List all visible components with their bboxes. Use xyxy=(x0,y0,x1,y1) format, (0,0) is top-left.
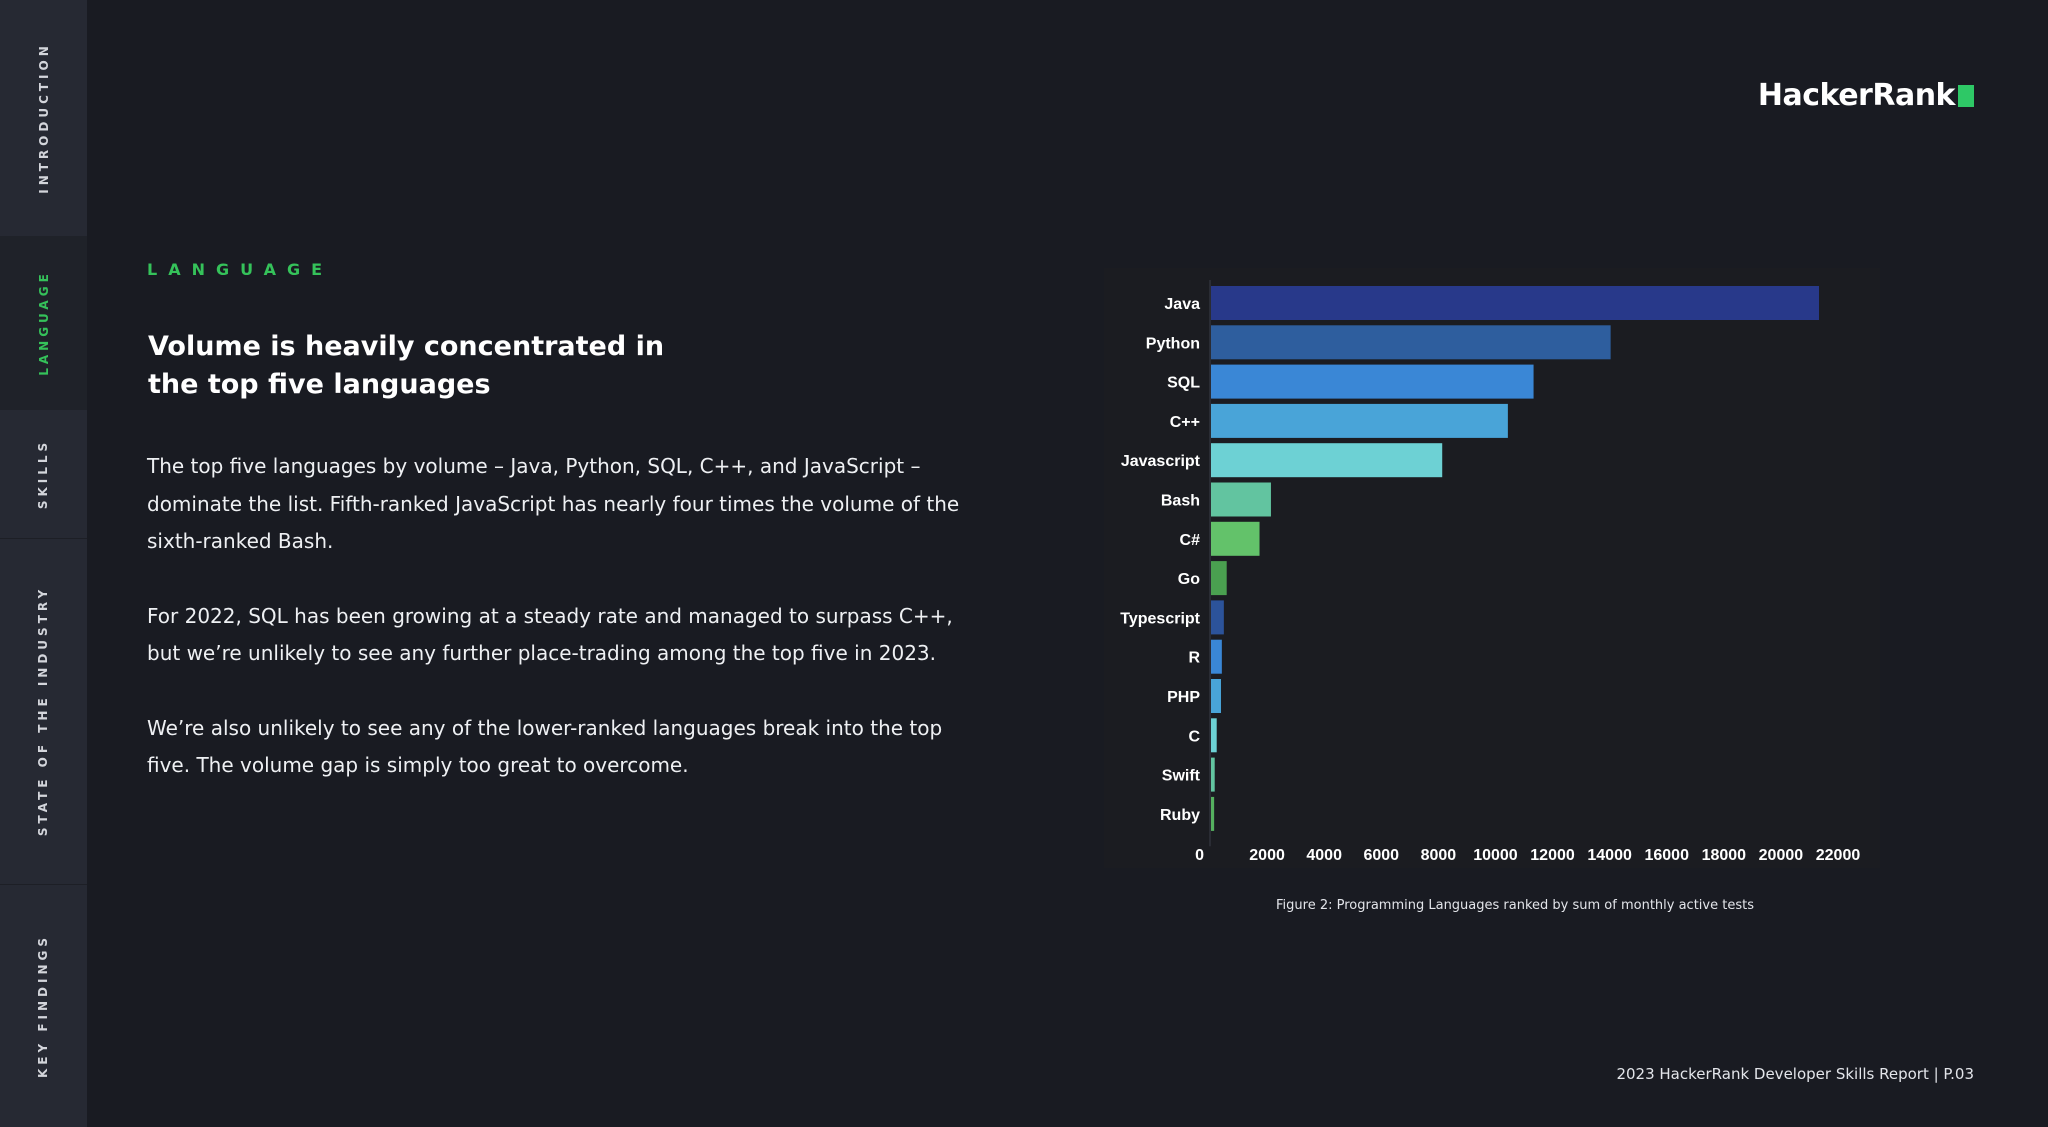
category-label: C# xyxy=(1180,532,1201,549)
x-tick-label: 0 xyxy=(1195,847,1204,864)
category-label: C xyxy=(1188,728,1200,745)
bar-typescript xyxy=(1211,600,1224,635)
bar-go xyxy=(1211,561,1227,596)
x-tick-label: 20000 xyxy=(1759,847,1804,864)
bar-c- xyxy=(1211,403,1508,438)
section-label: LANGUAGE xyxy=(147,260,334,279)
chart-x-tick-labels: 0 2000 4000 6000 8000 10000 12000 14000 16000 180… xyxy=(1195,847,1860,864)
x-tick-label: 22000 xyxy=(1816,847,1861,864)
x-tick-label: 10000 xyxy=(1473,847,1518,864)
chart-category-labels: Java Python SQL C++ Javascript Bash C# Go Typesc… xyxy=(1120,296,1200,824)
bar-python xyxy=(1211,325,1611,360)
x-tick-label: 4000 xyxy=(1306,847,1342,864)
nav-tab-skills[interactable]: SKILLS xyxy=(0,410,87,539)
nav-label-key-findings: KEY FINDINGS xyxy=(36,933,51,1078)
category-label: PHP xyxy=(1167,689,1200,706)
bar-c- xyxy=(1211,521,1260,556)
category-label: SQL xyxy=(1167,375,1200,392)
paragraph-1: The top five languages by volume – Java,… xyxy=(147,454,960,553)
sidebar-nav: INTRODUCTION LANGUAGE SKILLS STATE OF TH… xyxy=(0,0,87,1127)
paragraph-3: We’re also unlikely to see any of the lo… xyxy=(147,715,943,778)
bar-r xyxy=(1211,639,1222,674)
logo-box-icon xyxy=(1958,84,1974,107)
nav-tab-key-findings[interactable]: KEY FINDINGS xyxy=(0,884,87,1127)
category-label: Python xyxy=(1146,335,1200,352)
nav-tab-language[interactable]: LANGUAGE xyxy=(0,236,87,410)
bar-javascript xyxy=(1211,443,1443,478)
x-tick-label: 12000 xyxy=(1530,847,1575,864)
nav-label-state-of-the-industry: STATE OF THE INDUSTRY xyxy=(36,585,51,837)
chart-caption: Figure 2: Programming Languages ranked b… xyxy=(1276,898,1754,913)
category-label: Swift xyxy=(1162,768,1201,785)
category-label: Typescript xyxy=(1120,610,1200,627)
bar-swift xyxy=(1211,757,1215,792)
logo-text: HackerRank xyxy=(1757,78,1956,113)
nav-label-language: LANGUAGE xyxy=(36,270,51,376)
x-tick-label: 14000 xyxy=(1587,847,1632,864)
bar-bash xyxy=(1211,482,1271,517)
x-tick-label: 2000 xyxy=(1249,847,1285,864)
category-label: C++ xyxy=(1170,414,1200,431)
x-tick-label: 8000 xyxy=(1421,847,1457,864)
body-text: The top five languages by volume – Java,… xyxy=(147,448,967,822)
nav-tab-state-of-the-industry[interactable]: STATE OF THE INDUSTRY xyxy=(0,538,87,885)
x-tick-label: 6000 xyxy=(1363,847,1399,864)
page-headline: Volume is heavily concentrated in the to… xyxy=(148,331,665,400)
bar-java xyxy=(1211,286,1820,320)
x-tick-label: 18000 xyxy=(1702,847,1747,864)
category-label: Javascript xyxy=(1121,453,1201,470)
bar-ruby xyxy=(1211,796,1215,831)
nav-label-introduction: INTRODUCTION xyxy=(36,42,51,194)
chart-bars xyxy=(1211,286,1820,831)
nav-label-skills: SKILLS xyxy=(36,438,51,510)
hackerrank-logo: HackerRank xyxy=(1758,78,1974,113)
bar-php xyxy=(1211,679,1221,713)
bar-c xyxy=(1211,718,1217,753)
category-label: R xyxy=(1188,650,1200,667)
paragraph-2: For 2022, SQL has been growing at a stea… xyxy=(147,603,953,666)
category-label: Ruby xyxy=(1160,807,1200,824)
page-footer: 2023 HackerRank Developer Skills Report … xyxy=(1616,1065,1974,1083)
bar-sql xyxy=(1211,364,1534,399)
nav-tab-introduction[interactable]: INTRODUCTION xyxy=(0,0,87,237)
language-bar-chart: Java Python SQL C++ Javascript Bash C# Go Typesc… xyxy=(1104,268,1880,868)
x-tick-label: 16000 xyxy=(1644,847,1689,864)
category-label: Go xyxy=(1178,571,1200,588)
category-label: Java xyxy=(1164,296,1200,313)
chart-svg: Java Python SQL C++ Javascript Bash C# Go Typesc… xyxy=(1120,280,1860,864)
category-label: Bash xyxy=(1161,493,1200,510)
